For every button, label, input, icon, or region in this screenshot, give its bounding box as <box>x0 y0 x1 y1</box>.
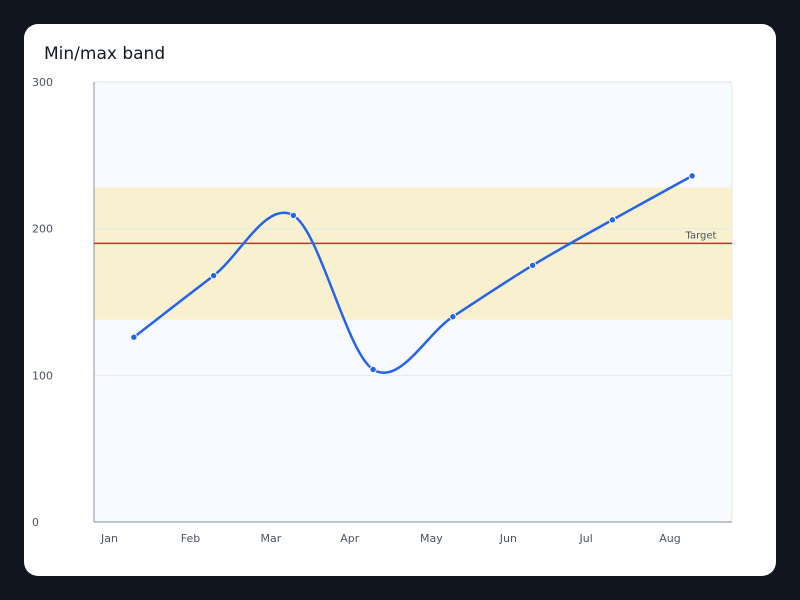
data-point <box>369 365 377 374</box>
series-line <box>132 174 694 374</box>
y-tick-label: 0 <box>32 516 39 529</box>
target-label: Target <box>685 230 717 241</box>
x-tick-label: Aug <box>659 532 680 545</box>
x-tick-label: Mar <box>261 532 282 545</box>
y-tick-label: 200 <box>32 223 53 236</box>
x-tick-label: May <box>420 532 443 545</box>
y-tick-label: 100 <box>32 369 53 382</box>
chart-svg: 0 100 200 300 Jan Feb Mar Apr May Jun Jul Aug Target <box>32 76 733 545</box>
x-tick-label: Jun <box>499 532 517 545</box>
data-point <box>688 172 696 180</box>
data-point <box>449 312 457 321</box>
x-tick-label: Jul <box>579 532 593 545</box>
data-point <box>209 271 218 280</box>
chart-card: Min/max band 0 100 200 300 Jan Feb Mar Apr May Ju… <box>24 24 776 576</box>
data-point <box>130 333 138 341</box>
data-point <box>608 216 617 224</box>
x-tick-label: Jan <box>100 532 118 545</box>
x-tick-label: Apr <box>340 532 360 545</box>
x-tick-label: Feb <box>181 532 200 545</box>
data-point <box>528 261 537 270</box>
y-tick-label: 300 <box>32 76 53 89</box>
min-max-band <box>94 187 732 320</box>
data-point <box>289 211 298 220</box>
chart-title: Min/max band <box>44 44 166 64</box>
